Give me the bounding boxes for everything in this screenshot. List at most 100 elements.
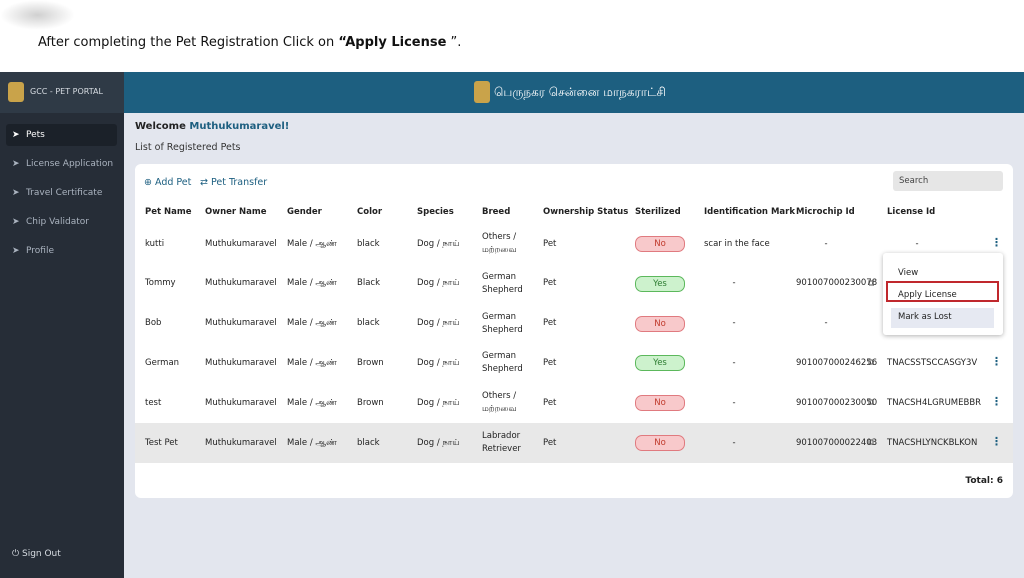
- column-header: Breed: [482, 207, 511, 217]
- instruction-text: ”.: [446, 35, 462, 50]
- copy-icon: ⧉: [868, 278, 875, 289]
- search-box[interactable]: Search: [893, 171, 1003, 191]
- table-cell: black: [357, 437, 380, 448]
- table-cell: 901007000022403: [796, 437, 878, 448]
- pet-transfer-text: Pet Transfer: [210, 177, 268, 188]
- table-cell: 901007000230078: [796, 278, 878, 289]
- column-header: Sterilized: [635, 207, 681, 217]
- welcome-text: Welcome: [135, 121, 186, 132]
- table-cell: test: [145, 397, 162, 408]
- status-badge: Yes: [635, 355, 685, 372]
- column-header: License Id: [887, 207, 936, 217]
- table-cell: Male / ஆண்: [287, 357, 337, 368]
- logo: [474, 81, 490, 103]
- highlight-box: [886, 281, 999, 302]
- menu-item[interactable]: Apply License: [898, 290, 957, 300]
- table-cell: TNACSHLYNCKBLKON: [887, 437, 978, 448]
- table-cell: Tommy: [145, 278, 176, 289]
- search-placeholder: Search: [899, 176, 929, 186]
- menu-hover: [891, 308, 994, 328]
- row-menu: [883, 253, 1003, 335]
- nav-icon: ➤: [12, 130, 20, 140]
- menu-item[interactable]: Mark as Lost: [898, 312, 952, 322]
- status-badge: Yes: [635, 275, 685, 292]
- column-header: Ownership Status: [543, 207, 629, 217]
- table-cell: -: [732, 278, 736, 289]
- table-cell: Pet: [543, 238, 557, 249]
- total: Total: 6: [965, 476, 1003, 486]
- sign-out[interactable]: ⏻ Sign Out: [12, 549, 61, 559]
- status-badge: No: [635, 435, 685, 451]
- table-cell: Muthukumaravel: [205, 238, 277, 249]
- row-actions[interactable]: ⋮: [991, 435, 1002, 448]
- column-header: Species: [417, 207, 454, 217]
- row-actions[interactable]: ⋮: [991, 236, 1002, 249]
- table-cell: kutti: [145, 238, 165, 249]
- column-header: Color: [357, 207, 383, 217]
- table-cell: Male / ஆண்: [287, 437, 337, 448]
- table-cell: German Shepherd: [482, 271, 523, 295]
- column-header: Microchip Id: [796, 207, 855, 217]
- nav-item[interactable]: Profile: [26, 246, 54, 256]
- table-cell: -: [824, 318, 828, 329]
- blurred-logo: [0, 0, 75, 30]
- row-highlight: [135, 423, 1013, 463]
- table-cell: Bob: [145, 318, 162, 329]
- menu-item[interactable]: View: [898, 268, 919, 278]
- logo: [8, 82, 24, 102]
- sidebar: [0, 72, 124, 578]
- table-cell: German Shepherd: [482, 351, 523, 375]
- nav-item[interactable]: License Application: [26, 159, 114, 169]
- table-cell: Male / ஆண்: [287, 397, 337, 408]
- status-badge: No: [635, 395, 685, 412]
- table-cell: Dog / நாய்: [417, 278, 460, 289]
- nav-item[interactable]: Chip Validator: [26, 217, 89, 227]
- table-cell: Dog / நாய்: [417, 318, 460, 329]
- column-header: Owner Name: [205, 207, 267, 217]
- nav-icon: ➤: [12, 217, 20, 227]
- table-cell: Dog / நாய்: [417, 357, 460, 368]
- table-cell: Test Pet: [145, 437, 178, 448]
- table-cell: 901007000246256: [796, 357, 878, 368]
- add-pet-text: Add Pet: [154, 177, 192, 188]
- row-actions[interactable]: ⋮: [991, 355, 1002, 369]
- table-cell: scar in the face: [704, 238, 770, 249]
- table-cell: Pet: [543, 278, 557, 289]
- copy-icon: ⧉: [868, 438, 875, 448]
- nav-icon: ➤: [12, 159, 20, 169]
- table-cell: Others / மற்றவை: [482, 232, 517, 255]
- active-nav: [6, 124, 117, 146]
- table-cell: 901007000230050: [796, 397, 878, 408]
- copy-icon: ⧉: [868, 358, 875, 369]
- sign-out-text: Sign Out: [21, 549, 61, 559]
- table-cell: German Shepherd: [482, 311, 523, 335]
- table-cell: -: [732, 397, 736, 408]
- welcome: Welcome Muthukumaravel!: [135, 121, 289, 132]
- table-cell: Male / ஆண்: [287, 238, 337, 249]
- table-cell: Pet: [543, 318, 557, 329]
- instruction-emphasis: “Apply License: [338, 35, 447, 50]
- pet-transfer[interactable]: ⇄ Pet Transfer: [200, 177, 268, 188]
- table-cell: Labrador Retriever: [482, 431, 521, 454]
- instruction-text: After completing the Pet Registration Cl…: [38, 35, 339, 50]
- status-badge: No: [635, 236, 685, 252]
- nav-item[interactable]: Travel Certificate: [26, 188, 103, 198]
- nav-item[interactable]: Pets: [26, 130, 45, 140]
- row-actions[interactable]: ⋮: [991, 395, 1002, 409]
- status-badge: No: [635, 315, 685, 332]
- add-pet[interactable]: ⊕ Add Pet: [144, 177, 192, 188]
- table-cell: Dog / நாய்: [417, 437, 460, 448]
- nav-icon: ➤: [12, 246, 20, 256]
- table-cell: Dog / நாய்: [417, 397, 460, 408]
- header-title: பெருநகர சென்னை மாநகராட்சி: [494, 85, 666, 99]
- table-cell: Black: [357, 278, 380, 289]
- table-cell: Male / ஆண்: [287, 318, 337, 329]
- table-cell: Pet: [543, 357, 557, 368]
- table-cell: Dog / நாய்: [417, 238, 460, 249]
- table-cell: -: [915, 238, 919, 249]
- table-cell: black: [357, 238, 380, 249]
- table-cell: -: [732, 437, 736, 448]
- table-cell: -: [824, 238, 828, 249]
- table-cell: -: [732, 318, 736, 329]
